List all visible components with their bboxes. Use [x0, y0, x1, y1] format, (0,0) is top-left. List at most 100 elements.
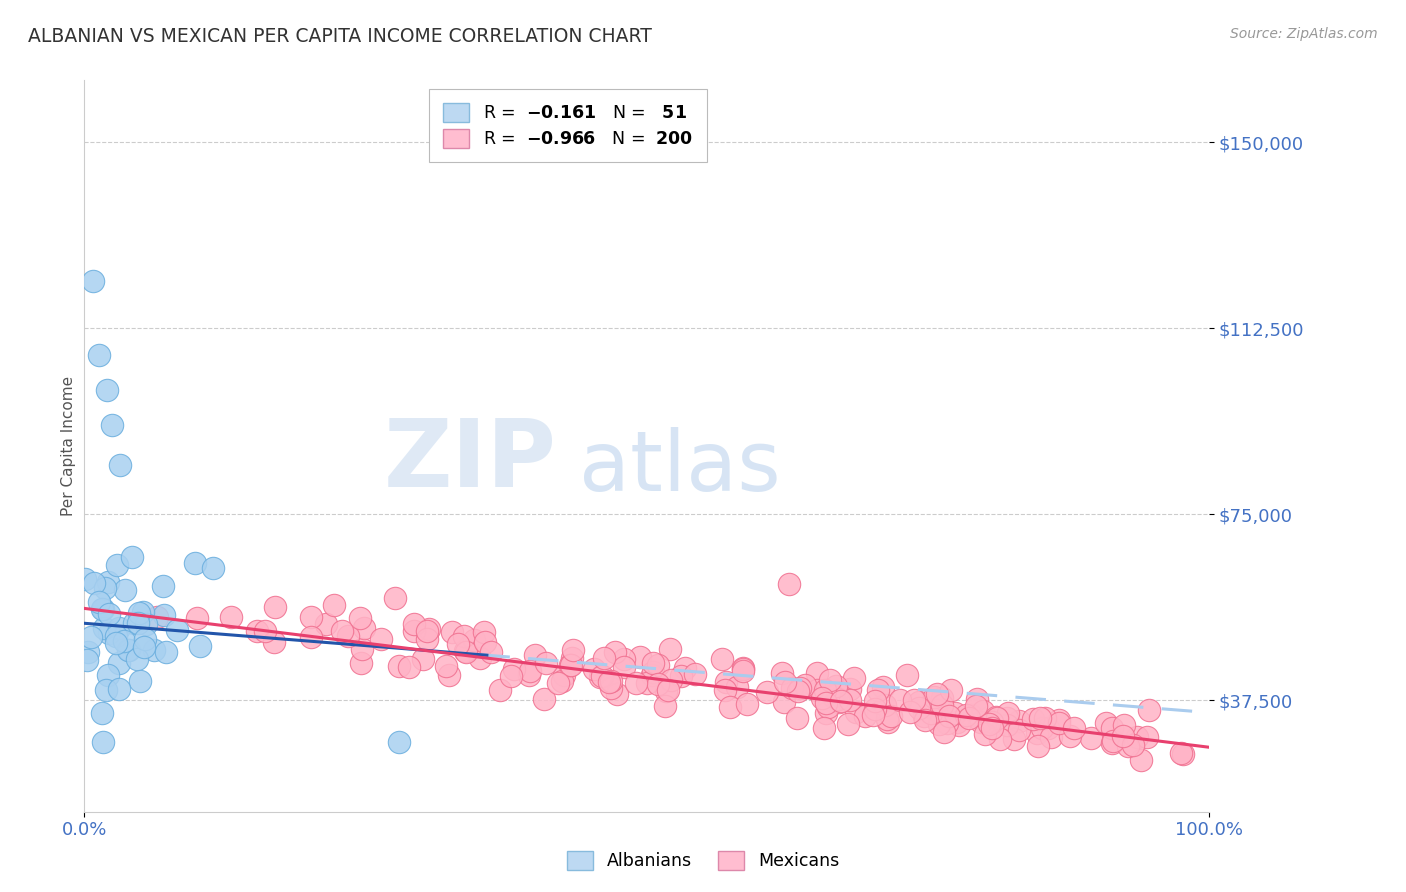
Point	[434, 659, 457, 673]
Point	[806, 683, 828, 698]
Point	[589, 671, 612, 685]
Point	[142, 643, 165, 657]
Point	[1118, 739, 1140, 753]
Point	[91, 601, 114, 615]
Point	[599, 681, 621, 695]
Point	[814, 706, 837, 720]
Point	[125, 652, 148, 666]
Point	[349, 610, 371, 624]
Point	[1022, 712, 1045, 726]
Point	[353, 621, 375, 635]
Point	[965, 698, 987, 713]
Point	[624, 675, 647, 690]
Point	[1101, 721, 1123, 735]
Point	[134, 632, 156, 646]
Point	[336, 629, 359, 643]
Point	[80, 630, 103, 644]
Point	[128, 606, 150, 620]
Point	[110, 458, 132, 472]
Point	[839, 693, 862, 707]
Point	[1122, 738, 1144, 752]
Point	[1101, 736, 1123, 750]
Point	[863, 694, 886, 708]
Point	[770, 665, 793, 680]
Point	[186, 610, 208, 624]
Point	[655, 683, 678, 698]
Point	[560, 658, 582, 673]
Point	[821, 689, 844, 703]
Point	[636, 676, 658, 690]
Point	[246, 624, 269, 638]
Point	[1126, 730, 1149, 744]
Point	[853, 709, 876, 723]
Point	[388, 659, 411, 673]
Point	[454, 644, 477, 658]
Point	[718, 700, 741, 714]
Point	[264, 600, 287, 615]
Point	[714, 683, 737, 698]
Point	[561, 643, 583, 657]
Point	[984, 710, 1007, 724]
Point	[806, 666, 828, 681]
Point	[920, 706, 942, 720]
Point	[830, 694, 852, 708]
Point	[591, 669, 613, 683]
Text: ZIP: ZIP	[384, 415, 557, 507]
Point	[97, 574, 120, 589]
Point	[463, 633, 485, 648]
Point	[1111, 729, 1133, 743]
Point	[640, 667, 662, 681]
Point	[1047, 715, 1070, 730]
Point	[418, 623, 440, 637]
Point	[786, 711, 808, 725]
Point	[91, 601, 114, 615]
Point	[121, 550, 143, 565]
Point	[1031, 721, 1053, 735]
Point	[127, 616, 149, 631]
Point	[384, 591, 406, 606]
Point	[440, 625, 463, 640]
Point	[94, 683, 117, 698]
Point	[1080, 731, 1102, 745]
Point	[938, 709, 960, 723]
Point	[166, 624, 188, 638]
Point	[898, 705, 921, 719]
Point	[995, 717, 1018, 731]
Point	[780, 681, 803, 695]
Point	[1112, 717, 1135, 731]
Point	[474, 635, 496, 649]
Point	[647, 657, 669, 672]
Point	[388, 735, 411, 749]
Point	[659, 673, 682, 688]
Point	[988, 731, 1011, 746]
Point	[582, 663, 605, 677]
Point	[794, 678, 817, 692]
Point	[733, 665, 755, 679]
Point	[641, 656, 664, 670]
Point	[972, 704, 994, 718]
Point	[1007, 723, 1029, 737]
Point	[970, 715, 993, 730]
Point	[731, 661, 754, 675]
Point	[710, 652, 733, 666]
Point	[641, 665, 664, 679]
Point	[912, 709, 935, 723]
Point	[101, 417, 124, 432]
Point	[456, 645, 478, 659]
Point	[943, 706, 966, 720]
Point	[501, 669, 523, 683]
Point	[825, 685, 848, 699]
Point	[842, 672, 865, 686]
Point	[612, 660, 634, 674]
Point	[124, 616, 146, 631]
Point	[1033, 711, 1056, 725]
Point	[184, 557, 207, 571]
Point	[825, 679, 848, 693]
Point	[91, 706, 114, 721]
Point	[845, 706, 868, 720]
Point	[960, 708, 983, 723]
Point	[299, 630, 322, 644]
Point	[813, 721, 835, 735]
Point	[519, 668, 541, 682]
Point	[412, 652, 434, 666]
